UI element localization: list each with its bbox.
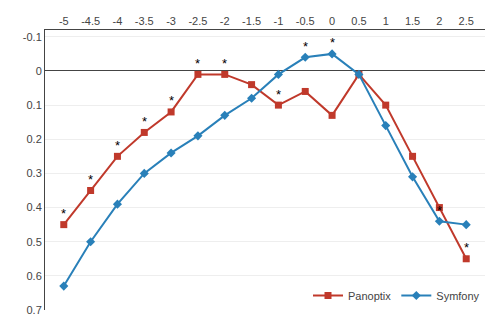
svg-text:*: *	[142, 114, 147, 129]
svg-text:-4: -4	[113, 15, 123, 27]
svg-text:*: *	[61, 206, 66, 221]
svg-text:-4.5: -4.5	[81, 15, 100, 27]
svg-text:0: 0	[36, 65, 42, 77]
svg-text:0.6: 0.6	[27, 270, 42, 282]
svg-text:*: *	[464, 240, 469, 255]
svg-text:0.5: 0.5	[27, 236, 42, 248]
svg-text:0.3: 0.3	[27, 167, 42, 179]
svg-text:-5: -5	[59, 15, 69, 27]
svg-text:2.5: 2.5	[459, 15, 474, 27]
svg-text:-2.5: -2.5	[188, 15, 207, 27]
svg-text:-0.5: -0.5	[296, 15, 315, 27]
svg-text:*: *	[195, 56, 200, 71]
svg-text:0.5: 0.5	[351, 15, 366, 27]
svg-text:-1.5: -1.5	[242, 15, 261, 27]
svg-text:0.2: 0.2	[27, 133, 42, 145]
svg-text:*: *	[88, 172, 93, 187]
svg-text:-3: -3	[166, 15, 176, 27]
svg-text:-0.1: -0.1	[23, 31, 42, 43]
svg-text:0: 0	[329, 15, 335, 27]
svg-text:Symfony: Symfony	[436, 290, 479, 302]
svg-text:-2: -2	[220, 15, 230, 27]
svg-text:Panoptix: Panoptix	[348, 290, 391, 302]
svg-text:*: *	[303, 39, 308, 54]
svg-text:0.7: 0.7	[27, 304, 42, 316]
svg-text:-1: -1	[274, 15, 284, 27]
svg-text:-3.5: -3.5	[135, 15, 154, 27]
svg-text:*: *	[222, 56, 227, 71]
svg-text:*: *	[115, 138, 120, 153]
svg-text:1.5: 1.5	[405, 15, 420, 27]
svg-text:*: *	[276, 87, 281, 102]
svg-text:0.4: 0.4	[27, 201, 42, 213]
svg-text:*: *	[169, 93, 174, 108]
svg-text:*: *	[437, 203, 442, 218]
svg-text:1: 1	[383, 15, 389, 27]
svg-text:*: *	[330, 35, 335, 50]
svg-text:2: 2	[436, 15, 442, 27]
svg-text:0.1: 0.1	[27, 99, 42, 111]
